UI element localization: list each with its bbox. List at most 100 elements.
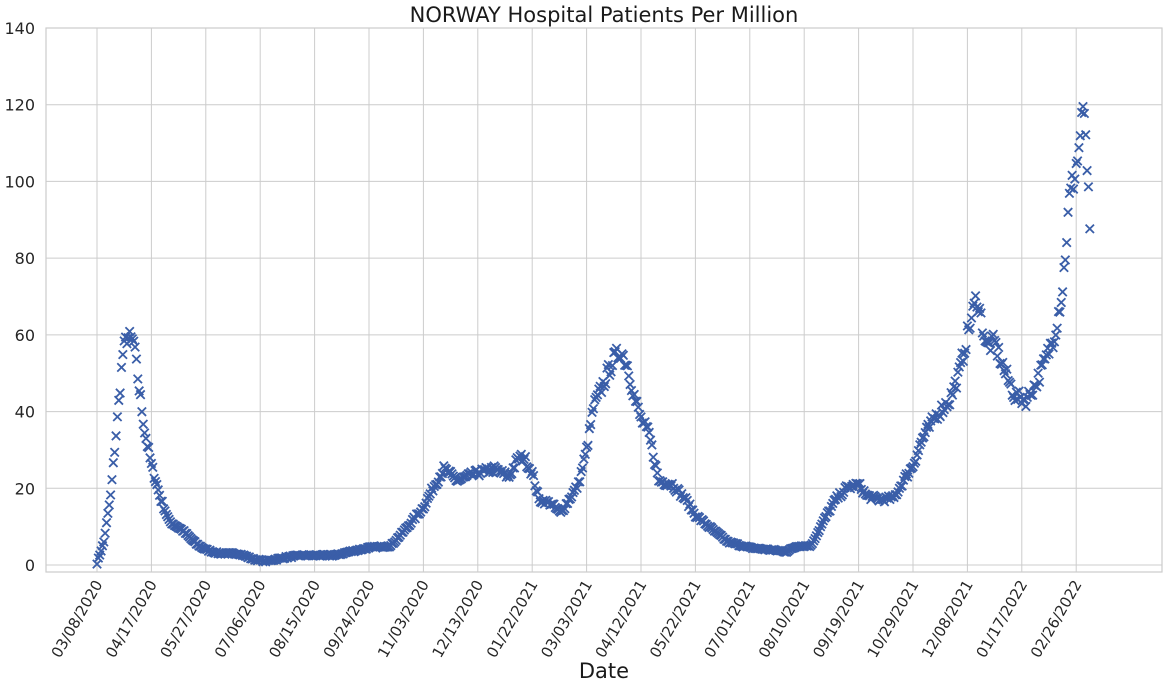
y-tick-label: 60 <box>15 326 35 345</box>
data-point <box>1072 156 1083 166</box>
data-point <box>577 463 588 473</box>
data-point <box>958 356 969 367</box>
data-point <box>1031 382 1042 392</box>
data-point <box>1052 323 1062 334</box>
data-point <box>1061 237 1072 248</box>
data-point <box>1056 297 1067 308</box>
data-point <box>528 470 539 481</box>
data-point <box>651 460 661 471</box>
data-point <box>647 440 657 450</box>
data-point <box>116 362 127 373</box>
x-gridlines <box>96 28 1077 572</box>
data-point <box>965 323 975 334</box>
x-tick-label: 01/17/2022 <box>972 577 1031 661</box>
data-point <box>599 381 610 392</box>
data-point <box>810 533 820 544</box>
data-points <box>92 101 1095 569</box>
data-point <box>101 517 112 528</box>
x-tick-label: 01/22/2021 <box>483 577 542 661</box>
data-point <box>951 383 962 393</box>
data-point <box>818 515 829 526</box>
data-point <box>104 500 115 510</box>
data-point <box>520 451 531 462</box>
x-tick-labels: 03/08/202004/17/202005/27/202007/06/2020… <box>48 577 1086 661</box>
data-point <box>131 354 142 364</box>
data-point <box>993 342 1004 353</box>
x-tick-label: 03/08/2020 <box>48 577 107 661</box>
y-tick-label: 100 <box>4 172 35 191</box>
x-tick-label: 11/03/2020 <box>374 577 433 661</box>
data-point <box>143 442 154 453</box>
chart-title: NORWAY Hospital Patients Per Million <box>410 3 799 27</box>
data-point <box>107 474 117 485</box>
data-point <box>574 476 585 487</box>
data-point <box>1027 390 1038 401</box>
data-point <box>970 291 981 301</box>
data-point <box>583 440 593 451</box>
data-point <box>1084 223 1095 234</box>
data-point <box>1068 184 1079 194</box>
data-point <box>600 378 611 389</box>
data-point <box>1010 395 1020 406</box>
x-tick-label: 04/17/2020 <box>102 577 161 661</box>
data-point <box>1021 401 1031 412</box>
data-point <box>141 433 151 444</box>
data-point <box>1044 349 1054 359</box>
data-point <box>118 349 128 360</box>
x-tick-label: 10/29/2021 <box>864 577 923 661</box>
data-point <box>607 360 618 371</box>
data-point <box>826 501 837 512</box>
data-point <box>585 419 596 430</box>
data-point <box>681 492 691 503</box>
data-point <box>1002 364 1012 375</box>
data-point <box>1034 377 1045 387</box>
data-point <box>976 308 986 318</box>
x-tick-label: 08/10/2021 <box>755 577 814 661</box>
data-point <box>137 406 147 417</box>
y-tick-label: 80 <box>15 249 35 268</box>
y-tick-label: 40 <box>15 403 35 422</box>
data-point <box>135 389 146 400</box>
y-tick-label: 0 <box>25 556 35 575</box>
data-point <box>509 463 520 473</box>
x-tick-label: 03/03/2021 <box>537 577 596 661</box>
data-point <box>1057 287 1068 297</box>
data-point <box>588 403 599 414</box>
data-point <box>1063 207 1073 218</box>
x-axis-label: Date <box>579 659 629 683</box>
data-point <box>112 411 123 422</box>
x-tick-label: 05/27/2020 <box>156 577 215 661</box>
data-point <box>807 538 818 549</box>
data-point <box>991 337 1001 348</box>
data-point <box>961 344 971 355</box>
data-point <box>622 361 633 371</box>
x-tick-label: 07/01/2021 <box>700 577 759 661</box>
data-point <box>108 457 119 468</box>
data-point <box>98 537 109 547</box>
x-tick-label: 12/08/2021 <box>918 577 977 661</box>
x-tick-label: 05/22/2021 <box>646 577 705 661</box>
x-tick-label: 02/26/2022 <box>1027 577 1086 661</box>
data-point <box>1080 129 1091 140</box>
data-point <box>648 452 659 463</box>
data-point <box>1055 307 1065 317</box>
data-point <box>138 419 149 430</box>
data-point <box>895 481 906 491</box>
data-point <box>1079 108 1090 119</box>
x-tick-label: 09/24/2020 <box>320 577 379 661</box>
data-point <box>1011 387 1022 397</box>
data-point <box>891 489 902 500</box>
data-point <box>1033 368 1043 379</box>
y-tick-labels: 0 20 40 60 80 100 120 140 <box>4 19 35 575</box>
data-point <box>823 506 834 516</box>
data-point <box>100 528 110 539</box>
data-point <box>1065 183 1076 193</box>
data-point <box>652 468 663 478</box>
data-point <box>1006 379 1016 389</box>
data-point <box>130 342 140 352</box>
data-point <box>145 453 155 463</box>
data-point <box>644 427 654 438</box>
x-tick-label: 09/19/2021 <box>809 577 868 661</box>
data-point <box>573 477 584 487</box>
